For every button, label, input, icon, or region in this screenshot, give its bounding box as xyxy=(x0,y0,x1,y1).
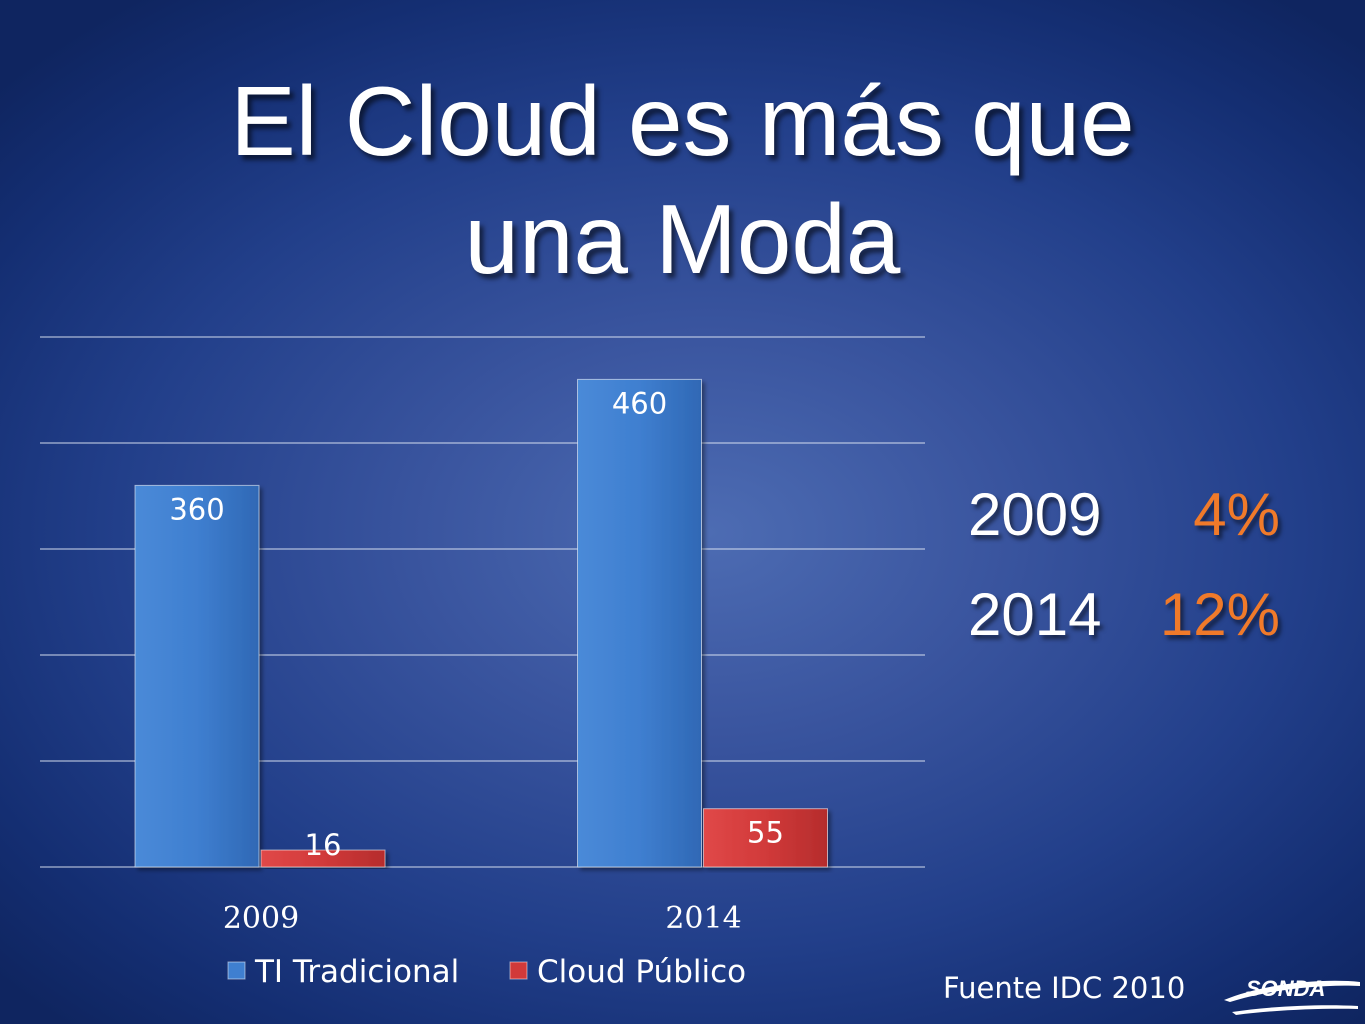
legend-label: Cloud Público xyxy=(537,954,746,990)
cloud-share-row-2014: 2014 12% xyxy=(968,580,1298,650)
x-tick-label: 2014 xyxy=(665,901,741,936)
cloud-share-year: 2009 xyxy=(968,481,1102,548)
bar-cloud-publico-2014 xyxy=(703,808,828,868)
cloud-share-year: 2014 xyxy=(968,581,1102,648)
cloud-share-percent: 4% xyxy=(1193,481,1280,548)
data-label: 360 xyxy=(169,492,224,526)
legend-swatch xyxy=(227,961,246,980)
legend-label: TI Tradicional xyxy=(254,954,459,990)
slide-title-line-1: El Cloud es más que xyxy=(230,66,1135,176)
bar-ti-tradicional-2014 xyxy=(577,378,702,868)
bar-cloud-publico-2009 xyxy=(260,849,386,868)
cloud-share-row-2009: 2009 4% xyxy=(968,480,1298,550)
bar-ti-tradicional-2009 xyxy=(134,484,260,868)
cloud-share-percent: 12% xyxy=(1159,581,1280,648)
data-label: 16 xyxy=(305,828,342,862)
data-label: 460 xyxy=(612,386,667,420)
data-label: 55 xyxy=(747,816,784,850)
sonda-logo: SONDA xyxy=(1224,976,1360,1015)
x-tick-label: 2009 xyxy=(223,901,299,936)
slide-title: El Cloud es más que una Moda xyxy=(0,62,1365,298)
source-note: Fuente IDC 2010 xyxy=(943,971,1186,1005)
slide-title-line-2: una Moda xyxy=(464,184,901,294)
bar-chart: 360 16 460 55 2009 2014 TI Tradicional Cloud … xyxy=(40,336,925,990)
sonda-logo-text: SONDA xyxy=(1246,976,1325,1001)
legend-swatch xyxy=(509,961,528,980)
